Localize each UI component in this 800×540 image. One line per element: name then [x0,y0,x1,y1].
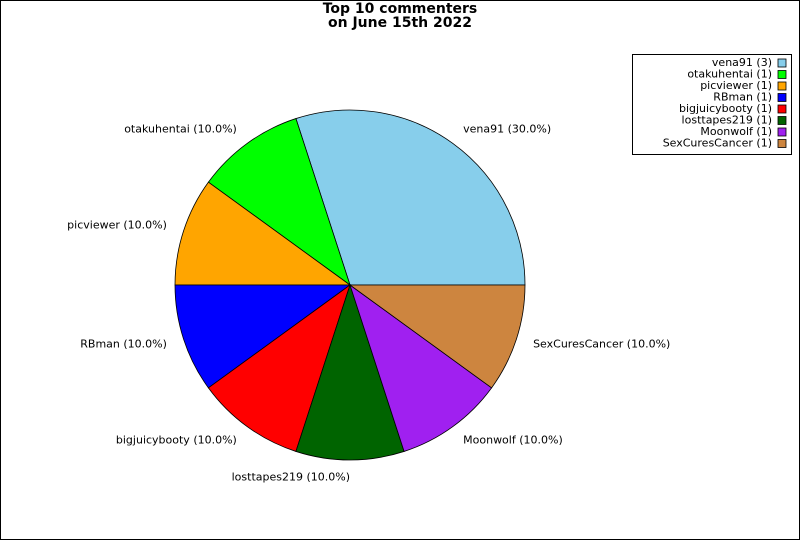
legend-label: picviewer (1) [700,79,772,92]
legend-label: vena91 (3) [712,56,772,69]
legend-swatch [777,93,787,102]
slice-label: SexCuresCancer (10.0%) [533,337,670,350]
pie-slice [174,181,352,286]
slice-label: RBman (10.0%) [80,337,167,350]
chart-title: Top 10 commenters on June 15th 2022 [322,1,478,31]
pie-slice [174,284,352,389]
legend-swatch [777,116,787,125]
slice-label: bigjuicybooty (10.0%) [116,434,237,447]
pie-slice [207,283,351,452]
pie-slice [295,283,405,461]
slice-label: Moonwolf (10.0%) [463,434,563,447]
legend-label: SexCuresCancer (1) [663,137,772,150]
slice-label: losttapes219 (10.0%) [232,471,350,484]
pie-slice [348,284,526,389]
legend-swatch [777,127,787,137]
legend-swatch [777,70,787,79]
legend-label: Moonwolf (1) [700,125,772,138]
slice-label: otakuhentai (10.0%) [124,122,237,135]
legend-swatch [777,139,787,148]
slice-label: vena91 (30.0%) [463,122,551,135]
legend-swatch [777,81,787,91]
legend-box [632,54,792,155]
pie-slice [295,109,526,286]
slice-label: picviewer (10.0%) [67,219,167,232]
pie-slice [207,118,351,287]
legend-label: RBman (1) [713,91,772,104]
legend-label: otakuhentai (1) [687,68,772,81]
legend-swatch [777,104,787,114]
legend-label: losttapes219 (1) [682,114,772,127]
legend-label: bigjuicybooty (1) [679,102,772,115]
pie-slice [349,283,493,452]
legend-swatch [777,58,787,68]
